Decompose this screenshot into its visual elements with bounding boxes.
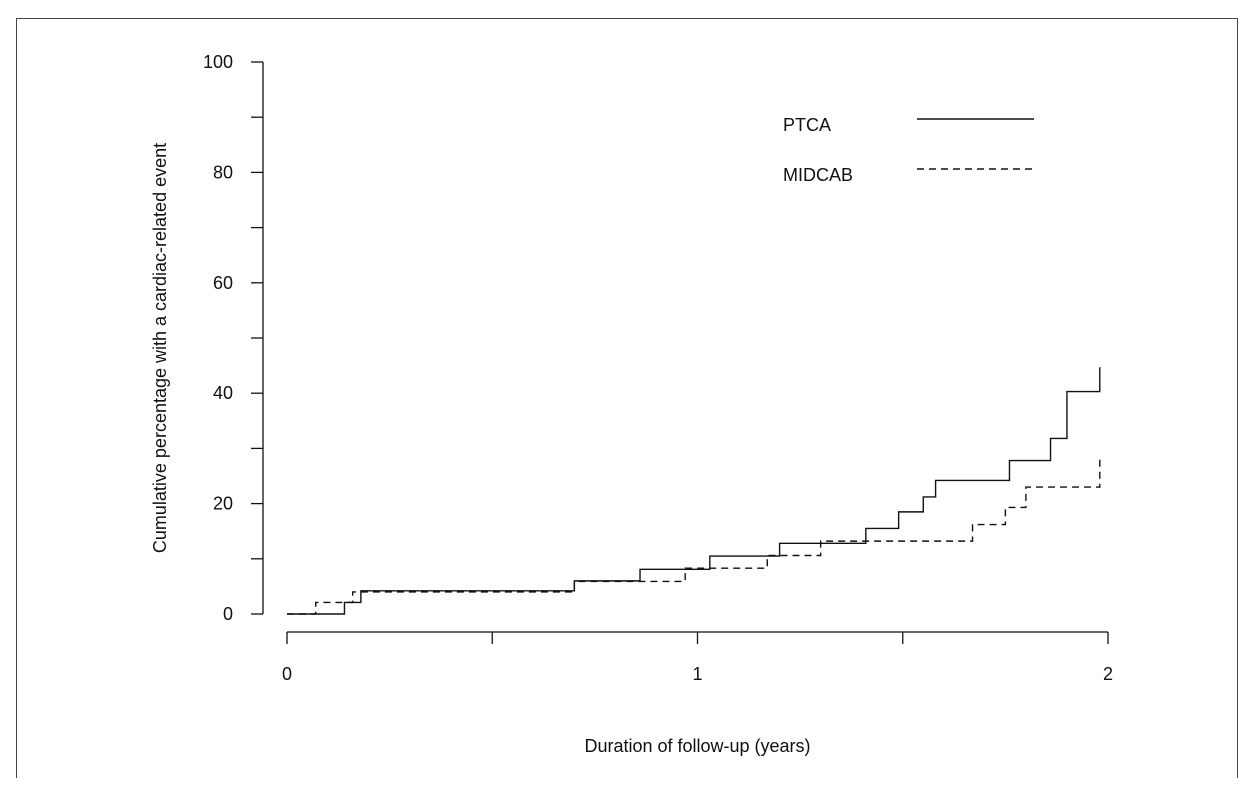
series-line-ptca [287,367,1101,615]
x-axis-title: Duration of follow-up (years) [584,736,810,756]
legend-label-midcab: MIDCAB [783,165,853,185]
y-tick-label-60: 60 [213,273,233,293]
x-tick-label-0: 0 [282,664,292,684]
y-tick-label-100: 100 [203,52,233,72]
legend-label-ptca: PTCA [783,115,831,135]
y-axis-title: Cumulative percentage with a cardiac-rel… [150,143,170,553]
x-tick-label-1: 1 [692,664,702,684]
axes: 0 20 40 60 80 100 0 1 2 [203,52,1113,684]
figure-frame [16,18,1238,778]
y-tick-label-80: 80 [213,162,233,182]
x-tick-label-2: 2 [1103,664,1113,684]
y-tick-label-0: 0 [223,604,233,624]
y-tick-label-20: 20 [213,494,233,514]
y-tick-label-40: 40 [213,383,233,403]
legend: PTCA MIDCAB [783,115,1034,185]
series-layer [287,367,1101,615]
